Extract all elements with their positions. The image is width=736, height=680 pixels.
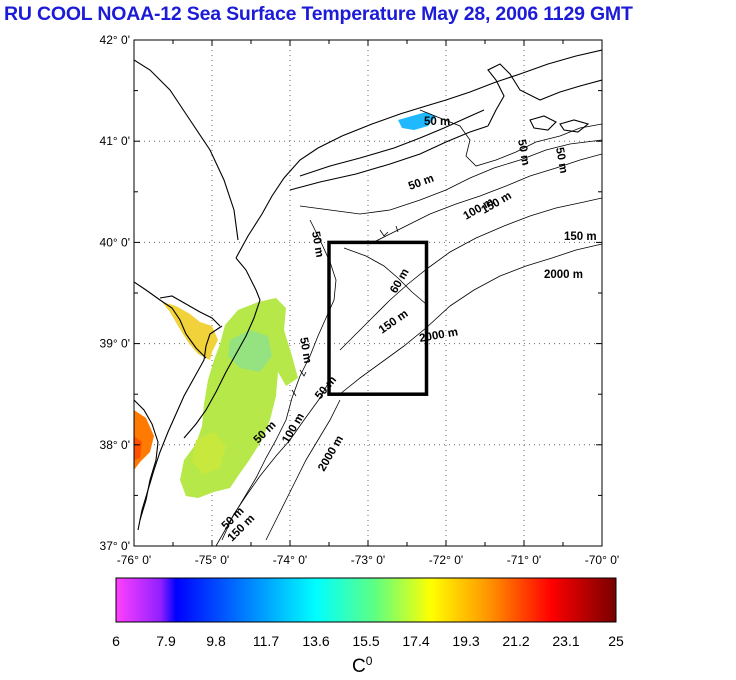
colorbar-tick-label: 21.2 (502, 633, 529, 649)
map-title: RU COOL NOAA-12 Sea Surface Temperature … (4, 3, 633, 25)
contour-2000m-south (265, 399, 341, 541)
latitude-tick-label: 39° 0' (100, 337, 130, 351)
coastline-layer (134, 49, 602, 531)
axis-ticks (133, 39, 603, 547)
coastline-chesapeake (134, 399, 159, 521)
coastline-bay-west (134, 281, 207, 359)
colorbar-tick-labels: 6 7.9 9.8 11.7 13.6 15.5 17.4 19.3 21.2 23.1 25 (112, 633, 624, 649)
longitude-labels: -76° 0' -75° 0' -74° 0' -73° 0' -72° 0' -71° … (117, 553, 619, 567)
contour-label: 100 m (280, 411, 307, 445)
latitude-labels: 42° 0' 41° 0' 40° 0' 39° 0' 38° 0' 37° 0' (100, 33, 130, 553)
coastline-bay-east (159, 295, 221, 327)
contour-label: 50 m (515, 138, 531, 166)
contour-label: 50 m (553, 146, 569, 174)
sst-patch-shelf-cool (228, 330, 272, 372)
latitude-tick-label: 41° 0' (100, 134, 130, 148)
coastline-long-island (289, 125, 489, 191)
unit-superscript: 0 (365, 654, 373, 668)
study-area-box (327, 240, 429, 396)
colorbar-tick-label: 13.6 (302, 633, 329, 649)
longitude-tick-label: -73° 0' (351, 553, 385, 567)
longitude-tick-label: -75° 0' (195, 553, 229, 567)
contour-label: 50 m (424, 116, 450, 128)
contour-2000m (339, 243, 602, 395)
contour-150m (339, 197, 602, 351)
latitude-tick-label: 37° 0' (100, 539, 130, 553)
unit-text: C (352, 656, 366, 677)
contour-label: 60 m (388, 267, 412, 296)
coastline-cape-cod (487, 63, 602, 127)
contour-label: 2000 m (316, 434, 346, 474)
sst-patch-delaware-bay (162, 302, 218, 360)
contour-label: 50 m (407, 173, 436, 193)
coastline-new-jersey (183, 257, 261, 439)
longitude-tick-label: -70° 0' (585, 553, 619, 567)
contour-50m-inner (221, 219, 337, 541)
contour-shelf-break (419, 109, 602, 167)
contour-50m-shelf (299, 139, 602, 215)
colorbar-tick-label: 23.1 (552, 633, 579, 649)
contour-label: 50 m (313, 374, 339, 402)
colorbar-gradient (115, 577, 617, 623)
contour-150m-south (215, 379, 331, 546)
contour-label: 150 m (564, 231, 597, 243)
colorbar-tick-label: 6 (112, 633, 120, 649)
longitude-tick-label: -76° 0' (117, 553, 151, 567)
coastline-upper-inland (134, 59, 239, 241)
longitude-tick-label: -72° 0' (429, 553, 463, 567)
colorbar-tick-label: 7.9 (156, 633, 176, 649)
latitude-tick-label: 42° 0' (100, 33, 130, 47)
contour-100m (369, 153, 602, 245)
sst-data-layer (134, 112, 436, 498)
colorbar-tick-label: 17.4 (402, 633, 429, 649)
latitude-tick-label: 38° 0' (100, 438, 130, 452)
latitude-tick-label: 40° 0' (100, 235, 130, 249)
contour-label: 150 m (377, 308, 411, 337)
bathymetry-contours (215, 109, 602, 546)
contour-label: 50 m (309, 230, 325, 258)
sst-patch-block-island (398, 112, 436, 130)
colorbar-tick-label: 9.8 (206, 633, 226, 649)
contour-noise-1 (291, 225, 399, 397)
contour-60m (343, 247, 427, 305)
longitude-tick-label: -71° 0' (507, 553, 541, 567)
coastline-northeast (235, 49, 602, 259)
colorbar-tick-label: 19.3 (452, 633, 479, 649)
sst-patch-chesapeake-2 (134, 436, 142, 460)
colorbar-tick-label: 25 (608, 633, 624, 649)
contour-label: 2000 m (544, 269, 583, 281)
colorbar-tick-label: 11.7 (253, 633, 279, 649)
longitude-tick-label: -74° 0' (273, 553, 307, 567)
colorbar-tick-label: 15.5 (352, 633, 379, 649)
coastline-islands (529, 115, 590, 133)
coastline-long-island-south (299, 109, 485, 177)
colorbar: 6 7.9 9.8 11.7 13.6 15.5 17.4 19.3 21.2 23.1 25 (112, 577, 624, 649)
contour-label: 50 m (297, 336, 313, 364)
graticule-grid (134, 40, 602, 546)
colorbar-unit-label: C0 (352, 654, 372, 678)
sst-patch-shelf-warm (192, 432, 226, 474)
